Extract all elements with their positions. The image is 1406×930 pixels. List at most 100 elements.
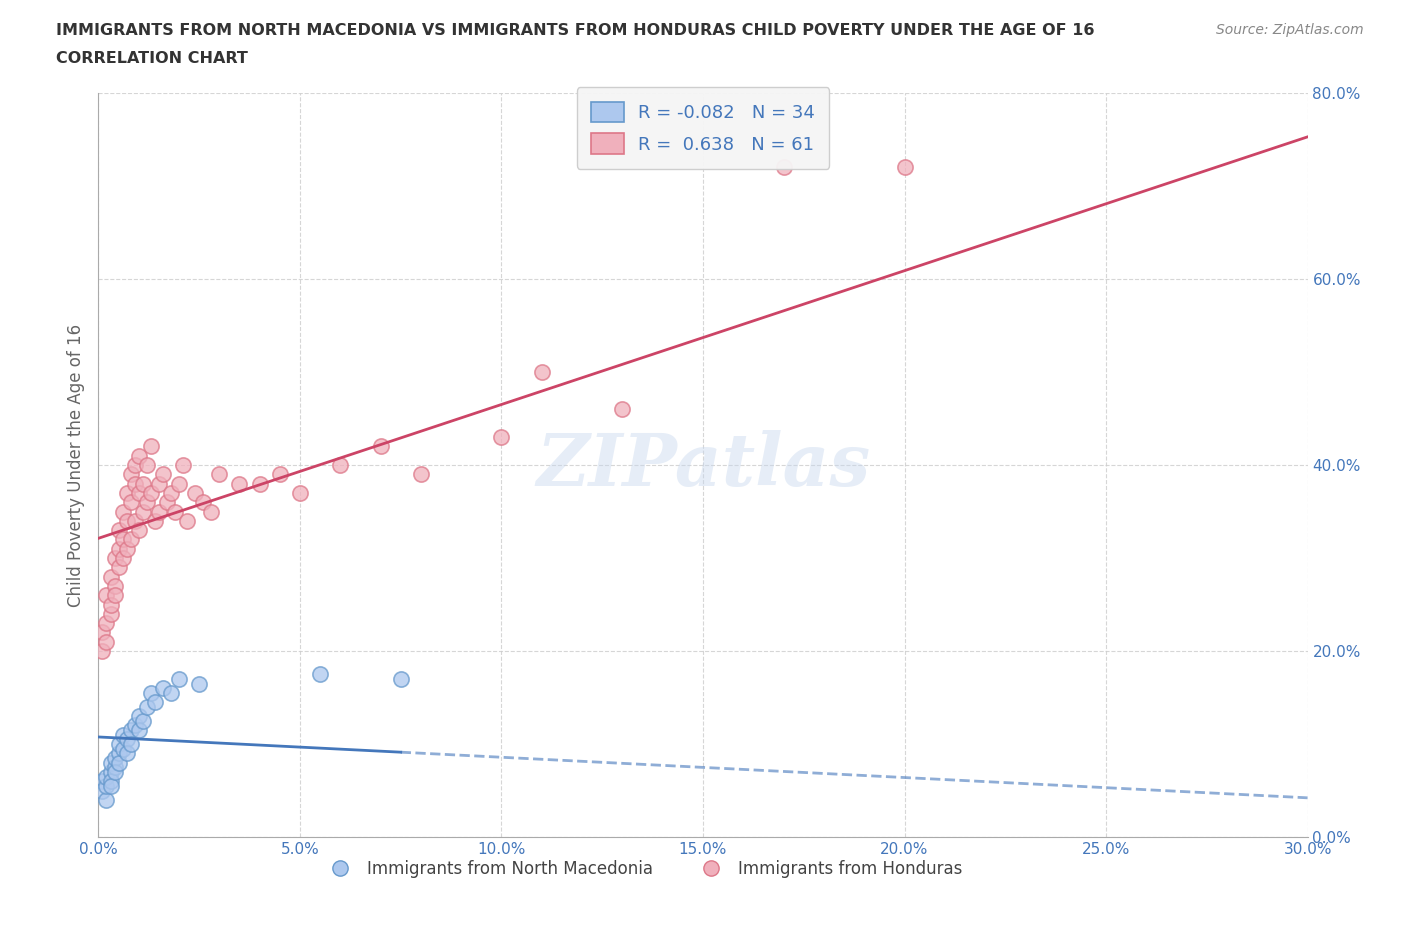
Y-axis label: Child Poverty Under the Age of 16: Child Poverty Under the Age of 16	[66, 324, 84, 606]
Point	[160, 485, 183, 500]
Point	[612, 402, 634, 417]
Point	[115, 485, 138, 500]
Point	[143, 513, 166, 528]
Point	[107, 560, 129, 575]
Point	[249, 476, 271, 491]
Point	[96, 616, 118, 631]
Point	[139, 439, 162, 454]
Point	[128, 709, 150, 724]
Point	[132, 476, 155, 491]
Point	[100, 597, 122, 612]
Point	[309, 667, 332, 682]
Point	[103, 751, 125, 765]
Point	[772, 160, 794, 175]
Point	[184, 485, 207, 500]
Point	[103, 551, 125, 565]
Point	[132, 713, 155, 728]
Text: ZIPatlas: ZIPatlas	[536, 430, 870, 500]
Point	[120, 737, 142, 751]
Point	[128, 448, 150, 463]
Point	[103, 588, 125, 603]
Point	[139, 685, 162, 700]
Point	[208, 467, 231, 482]
Point	[148, 504, 170, 519]
Point	[96, 769, 118, 784]
Point	[115, 746, 138, 761]
Point	[111, 727, 134, 742]
Text: IMMIGRANTS FROM NORTH MACEDONIA VS IMMIGRANTS FROM HONDURAS CHILD POVERTY UNDER : IMMIGRANTS FROM NORTH MACEDONIA VS IMMIG…	[56, 23, 1095, 38]
Point	[409, 467, 432, 482]
Point	[120, 532, 142, 547]
Point	[329, 458, 352, 472]
Text: CORRELATION CHART: CORRELATION CHART	[56, 51, 247, 66]
Point	[228, 476, 250, 491]
Point	[124, 458, 146, 472]
Point	[893, 160, 915, 175]
Point	[163, 504, 186, 519]
Point	[152, 467, 174, 482]
Point	[132, 504, 155, 519]
Point	[128, 523, 150, 538]
Point	[188, 676, 211, 691]
Point	[152, 681, 174, 696]
Point	[167, 476, 190, 491]
Point	[269, 467, 291, 482]
Point	[135, 495, 157, 510]
Point	[124, 513, 146, 528]
Point	[115, 513, 138, 528]
Point	[91, 783, 114, 798]
Point	[100, 606, 122, 621]
Point	[135, 458, 157, 472]
Legend: Immigrants from North Macedonia, Immigrants from Honduras: Immigrants from North Macedonia, Immigra…	[316, 853, 969, 884]
Point	[124, 718, 146, 733]
Point	[120, 723, 142, 737]
Point	[120, 495, 142, 510]
Point	[103, 764, 125, 779]
Point	[91, 644, 114, 658]
Point	[96, 588, 118, 603]
Point	[111, 504, 134, 519]
Point	[160, 685, 183, 700]
Point	[491, 430, 513, 445]
Point	[107, 746, 129, 761]
Point	[176, 513, 198, 528]
Point	[111, 741, 134, 756]
Text: Source: ZipAtlas.com: Source: ZipAtlas.com	[1216, 23, 1364, 37]
Point	[103, 760, 125, 775]
Point	[193, 495, 215, 510]
Point	[100, 778, 122, 793]
Point	[200, 504, 222, 519]
Point	[139, 485, 162, 500]
Point	[120, 467, 142, 482]
Point	[128, 485, 150, 500]
Point	[100, 764, 122, 779]
Point	[100, 755, 122, 770]
Point	[128, 723, 150, 737]
Point	[167, 671, 190, 686]
Point	[124, 476, 146, 491]
Point	[143, 695, 166, 710]
Point	[148, 476, 170, 491]
Point	[389, 671, 412, 686]
Point	[115, 541, 138, 556]
Point	[156, 495, 179, 510]
Point	[115, 732, 138, 747]
Point	[100, 569, 122, 584]
Point	[111, 551, 134, 565]
Point	[370, 439, 392, 454]
Point	[135, 699, 157, 714]
Point	[91, 625, 114, 640]
Point	[107, 541, 129, 556]
Point	[111, 532, 134, 547]
Point	[91, 774, 114, 789]
Point	[96, 792, 118, 807]
Point	[530, 365, 553, 379]
Point	[100, 774, 122, 789]
Point	[103, 578, 125, 593]
Point	[288, 485, 311, 500]
Point	[96, 634, 118, 649]
Point	[172, 458, 194, 472]
Point	[96, 778, 118, 793]
Point	[107, 523, 129, 538]
Point	[107, 755, 129, 770]
